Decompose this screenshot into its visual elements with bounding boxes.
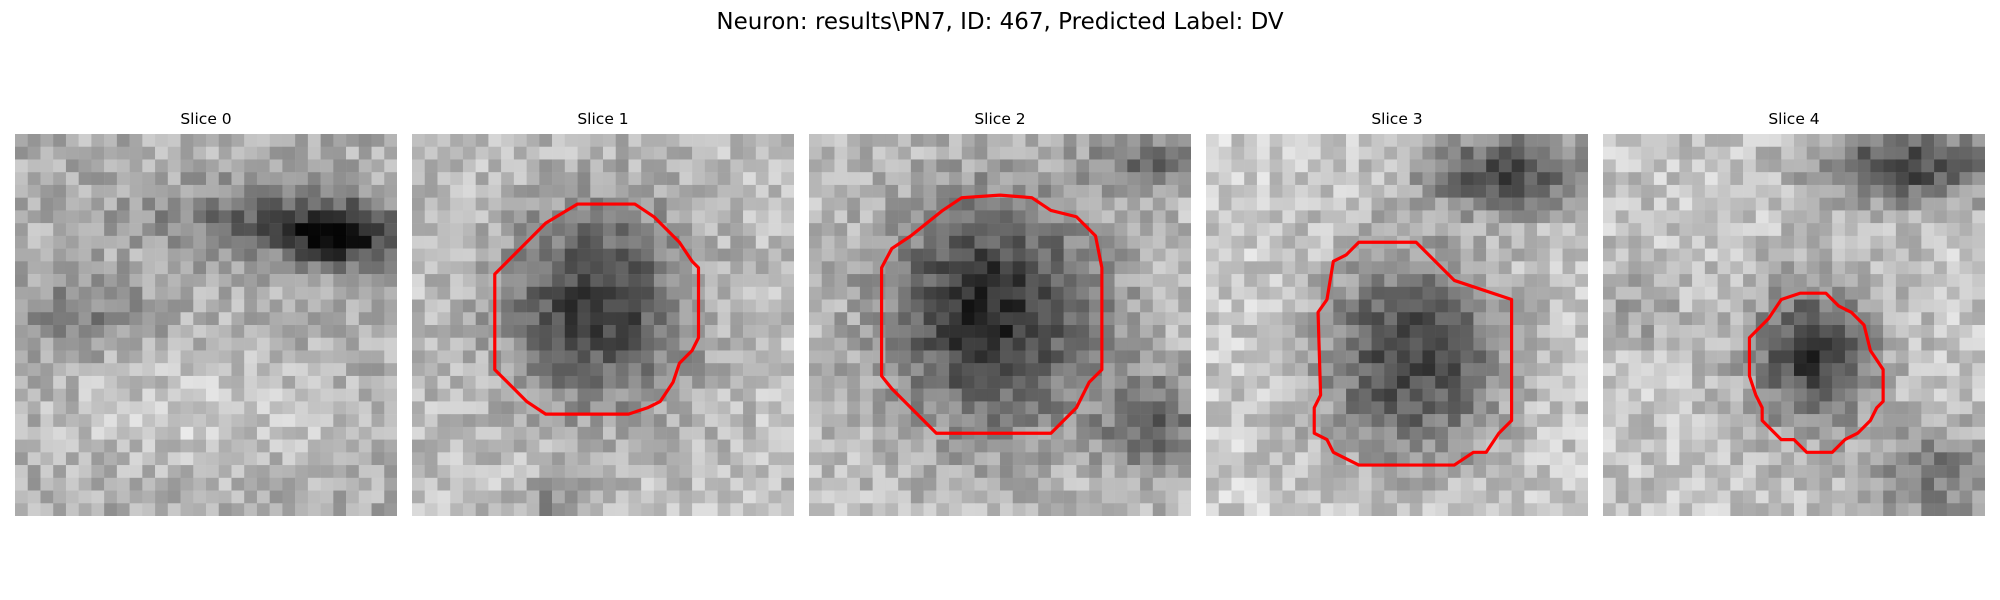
slice-panel-1: Slice 1	[412, 108, 794, 516]
figure-title: Neuron: results\PN7, ID: 467, Predicted …	[0, 6, 2000, 38]
pixel-grid	[1603, 134, 1985, 516]
slice-title: Slice 0	[15, 108, 397, 130]
slice-image	[1603, 134, 1985, 516]
slice-title: Slice 3	[1206, 108, 1588, 130]
slice-title: Slice 1	[412, 108, 794, 130]
slice-image	[15, 134, 397, 516]
slice-image	[1206, 134, 1588, 516]
pixel-grid	[15, 134, 397, 516]
slice-panel-0: Slice 0	[15, 108, 397, 516]
slice-panel-3: Slice 3	[1206, 108, 1588, 516]
pixel-grid	[412, 134, 794, 516]
pixel-grid	[1206, 134, 1588, 516]
slice-title: Slice 4	[1603, 108, 1985, 130]
pixel-grid	[809, 134, 1191, 516]
slice-title: Slice 2	[809, 108, 1191, 130]
slice-panel-4: Slice 4	[1603, 108, 1985, 516]
slice-image	[412, 134, 794, 516]
slice-image	[809, 134, 1191, 516]
slice-panel-2: Slice 2	[809, 108, 1191, 516]
